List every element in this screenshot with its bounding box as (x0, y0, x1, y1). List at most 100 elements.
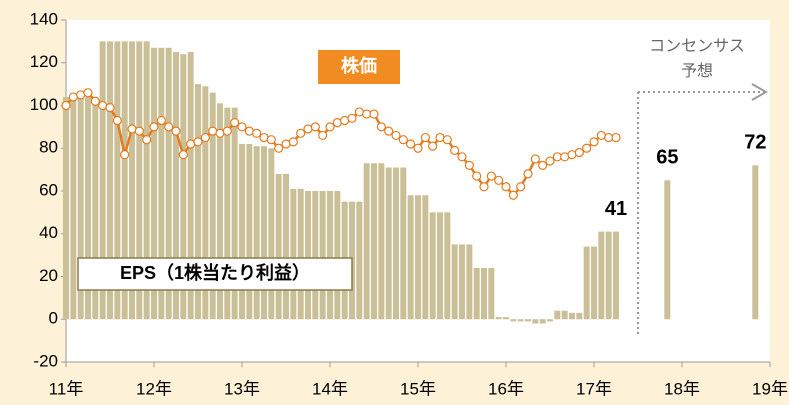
x-tick-label: 19年 (752, 379, 788, 398)
line-marker (61, 100, 71, 111)
line-marker (164, 122, 174, 132)
bar (99, 41, 106, 320)
line-marker (391, 130, 401, 141)
bar (202, 86, 209, 320)
bar (312, 191, 319, 320)
bar (107, 41, 113, 320)
bar (532, 319, 539, 324)
line-marker (200, 132, 210, 143)
bar (121, 41, 128, 320)
arrow-head (751, 83, 769, 101)
bar (319, 191, 326, 320)
line-marker (318, 130, 328, 141)
bar (283, 173, 289, 320)
bar (503, 317, 509, 320)
bar (224, 107, 231, 320)
x-tick-label: 12年 (136, 379, 172, 398)
price-label: 株価 (341, 55, 377, 76)
eps-label-box (77, 257, 353, 291)
line-marker (230, 117, 240, 128)
y-tick-label: 120 (30, 52, 58, 71)
line-marker (589, 137, 599, 147)
y-tick-label: 40 (39, 223, 58, 242)
bar (422, 195, 429, 320)
line-marker (156, 115, 166, 126)
line-marker (486, 171, 496, 181)
x-tick-label: 17年 (576, 379, 612, 398)
y-tick-label: 60 (39, 180, 58, 199)
bar (173, 52, 179, 320)
line-marker (398, 135, 408, 145)
data-label: 65 (656, 147, 678, 169)
bar (371, 163, 377, 320)
bar (400, 167, 407, 320)
bar (268, 148, 275, 320)
bar (209, 92, 216, 320)
line-marker (134, 126, 144, 136)
line-marker (149, 122, 159, 132)
bar (664, 180, 671, 320)
line-marker (464, 160, 474, 170)
bar (136, 41, 143, 320)
bar (517, 319, 524, 322)
bar (576, 312, 583, 320)
line-marker (90, 96, 100, 106)
bar (246, 143, 253, 320)
bar (473, 267, 480, 320)
bar (297, 188, 304, 320)
line-marker (376, 122, 386, 132)
bar (85, 96, 91, 320)
y-tick-label: 0 (49, 309, 58, 328)
bar (165, 47, 172, 320)
bar (437, 212, 443, 320)
bar (92, 96, 99, 320)
price-label-box (318, 50, 400, 84)
bar (459, 244, 465, 320)
line-marker (501, 182, 511, 192)
line-marker (252, 128, 262, 138)
x-tick-label: 11年 (49, 379, 84, 398)
bar (451, 244, 458, 320)
line-marker (171, 126, 181, 136)
bar (561, 310, 568, 320)
line-marker (413, 143, 423, 153)
line-marker (545, 156, 555, 166)
annotation: コンセンサス (649, 38, 745, 55)
bar (569, 312, 575, 320)
bar (495, 317, 502, 320)
line-marker (288, 137, 298, 147)
bar (510, 319, 517, 322)
line-marker (582, 143, 592, 153)
line-marker (442, 135, 452, 145)
line-marker (237, 122, 247, 132)
data-label: 72 (744, 132, 766, 154)
line-marker (479, 182, 489, 192)
line-marker (406, 139, 416, 149)
bar (143, 41, 150, 320)
y-tick-label: 80 (39, 138, 58, 157)
y-tick-label: 100 (30, 95, 58, 114)
x-tick-label: 16年 (488, 379, 524, 398)
bar (547, 319, 553, 322)
bar (363, 163, 370, 320)
x-tick-label: 18年 (664, 379, 700, 398)
bar (158, 47, 165, 320)
bar (583, 246, 590, 320)
line-marker (450, 145, 460, 155)
line-marker (112, 115, 122, 126)
line-marker (420, 132, 430, 143)
line-marker (530, 154, 540, 164)
line-marker (105, 103, 115, 113)
x-tick-label: 14年 (312, 379, 348, 398)
bar (444, 212, 451, 320)
line-marker (457, 152, 467, 162)
bar (613, 231, 619, 320)
bar (63, 96, 69, 320)
bar (407, 195, 414, 320)
bar (385, 167, 392, 320)
bar (290, 188, 297, 320)
bar (481, 267, 487, 320)
annotation: 予想 (681, 62, 713, 80)
